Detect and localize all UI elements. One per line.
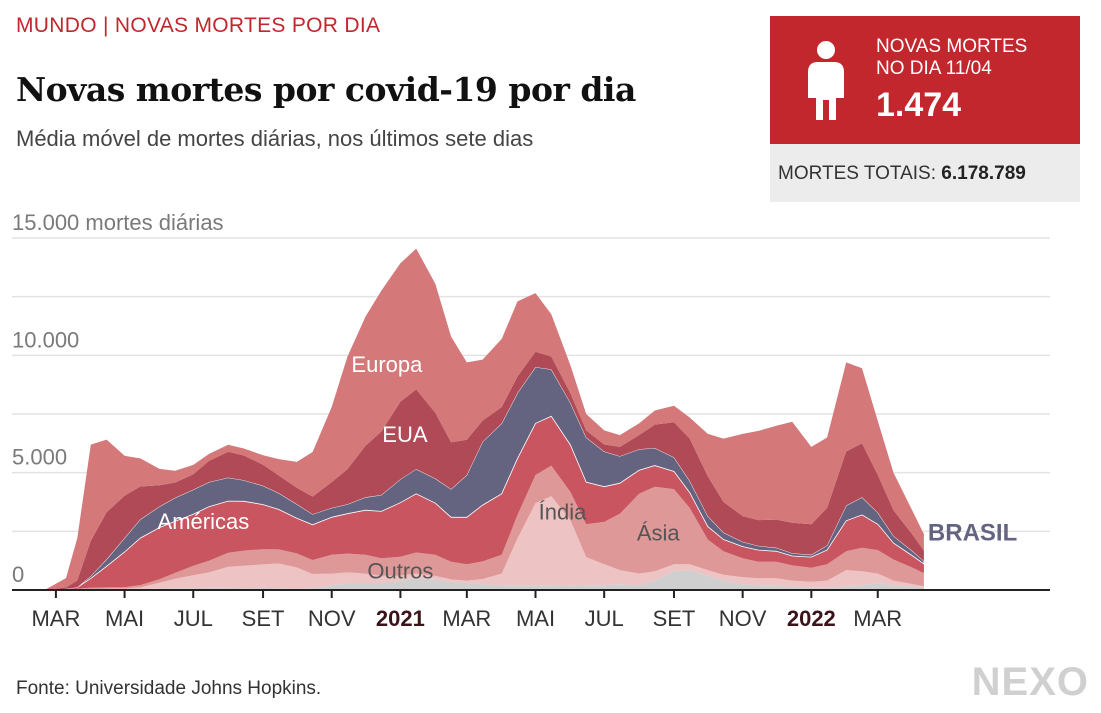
- area-outros: [12, 570, 924, 590]
- x-tick-label: JUL: [585, 606, 624, 631]
- x-tick-label: NOV: [719, 606, 767, 631]
- y-tick-label: 0: [12, 562, 24, 587]
- y-tick-label: 10.000: [12, 327, 79, 352]
- x-tick-label: SET: [653, 606, 696, 631]
- series-label-europa: Europa: [351, 352, 423, 377]
- card-highlight: NOVAS MORTES NO DIA 11/04 1.474: [770, 16, 1080, 144]
- area-brasil: [12, 366, 925, 591]
- series-label-eua: EUA: [382, 422, 428, 447]
- total-deaths: MORTES TOTAIS: 6.178.789: [778, 163, 1026, 185]
- x-tick-label: MAI: [516, 606, 555, 631]
- person-icon: [808, 41, 844, 120]
- series-label-outros: Outros: [367, 558, 433, 583]
- y-tick-label: 5.000: [12, 445, 67, 470]
- total-deaths-label: MORTES TOTAIS:: [778, 163, 937, 184]
- area-americas: [12, 416, 924, 590]
- x-tick-label: MAR: [442, 606, 491, 631]
- y-axis-labels: 0 5.000 10.000 15.000 mortes diárias: [12, 210, 224, 587]
- x-tick-label: 2022: [787, 606, 836, 631]
- page-title: Novas mortes por covid-19 por dia: [16, 70, 636, 109]
- new-deaths-value: 1.474: [876, 86, 962, 124]
- total-deaths-value: 6.178.789: [941, 163, 1026, 184]
- source-note: Fonte: Universidade Johns Hopkins.: [16, 678, 322, 699]
- series-label-brasil: BRASIL: [928, 520, 1017, 547]
- x-tick-label: MAI: [105, 606, 144, 631]
- series-label-india: Índia: [539, 500, 587, 525]
- subtitle: Média móvel de mortes diárias, nos últim…: [16, 126, 534, 151]
- x-tick-label: JUL: [174, 606, 213, 631]
- stacked-areas: [12, 248, 925, 591]
- x-tick-label: 2021: [376, 606, 425, 631]
- x-tick-label: NOV: [308, 606, 356, 631]
- kicker: MUNDO | NOVAS MORTES POR DIA: [16, 14, 381, 37]
- summary-card: NOVAS MORTES NO DIA 11/04 1.474 MORTES T…: [770, 16, 1080, 202]
- series-label-americas: Américas: [158, 509, 250, 534]
- deaths-chart: 0 5.000 10.000 15.000 mortes diárias MAR MAI…: [12, 210, 1050, 631]
- nexo-logo: NEXO: [971, 660, 1089, 704]
- x-tick-label: SET: [242, 606, 285, 631]
- area-europa: [12, 248, 924, 590]
- x-tick-label: MAR: [853, 606, 902, 631]
- card-label: NOVAS MORTES NO DIA 11/04: [876, 36, 1076, 80]
- area-india: [12, 496, 924, 590]
- area-asia: [12, 465, 924, 590]
- series-label-asia: Ásia: [637, 521, 681, 546]
- series-labels: Outros Índia Ásia Américas BRASIL EUA Europa: [158, 352, 1018, 584]
- card-label-line2: NO DIA 11/04: [876, 58, 992, 79]
- x-axis: MAR MAI JUL SET NOV 2021 MAR MAI JUL SET NOV 2022 MA…: [12, 589, 1050, 631]
- card-label-line1: NOVAS MORTES: [876, 36, 1028, 57]
- y-tick-label: 15.000 mortes diárias: [12, 210, 224, 235]
- area-eua: [12, 351, 924, 590]
- x-tick-label: MAR: [31, 606, 80, 631]
- card-totals: [770, 144, 1080, 202]
